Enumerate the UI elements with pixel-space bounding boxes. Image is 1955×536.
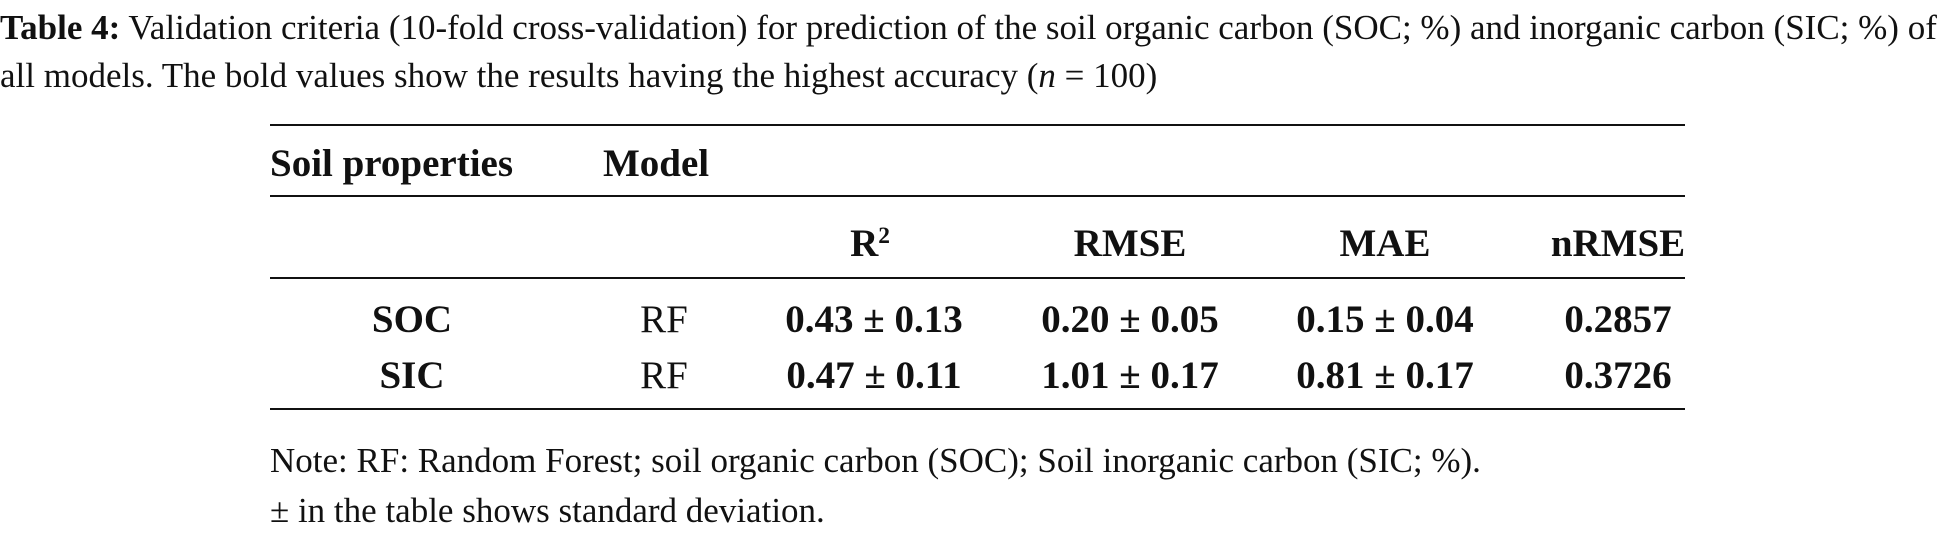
table-caption: Table 4: Validation criteria (10-fold cr… [0, 4, 1950, 100]
table-note-line-1: Note: RF: Random Forest; soil organic ca… [270, 441, 1481, 480]
row-sic-mae: 0.81 ± 0.17 [1296, 354, 1474, 397]
row-soc-r2: 0.43 ± 0.13 [785, 298, 963, 341]
row-soc-property: SOC [371, 298, 453, 341]
table-body-rule [270, 277, 1685, 279]
table-caption-label: Table 4: [0, 8, 121, 47]
row-soc-model: RF [640, 298, 688, 341]
table-caption-text: Validation criteria (10-fold cross-valid… [0, 8, 1937, 95]
row-sic-r2: 0.47 ± 0.11 [786, 354, 962, 397]
header-nrmse: nRMSE [1550, 222, 1686, 265]
table-note-line-2: ± in the table shows standard deviation. [270, 491, 825, 530]
row-soc-mae: 0.15 ± 0.04 [1296, 298, 1474, 341]
table-note: Note: RF: Random Forest; soil organic ca… [270, 436, 1481, 536]
header-mae: MAE [1339, 222, 1431, 265]
header-soil-properties: Soil properties [270, 142, 514, 185]
header-r2-base: R [850, 222, 879, 265]
table-top-rule [270, 124, 1685, 126]
header-r2: R2 [850, 220, 890, 268]
table-caption-n-symbol: n [1038, 56, 1056, 95]
row-sic-model: RF [640, 354, 688, 397]
row-soc-rmse: 0.20 ± 0.05 [1041, 298, 1219, 341]
row-sic-nrmse: 0.3726 [1564, 354, 1672, 397]
table-caption-text-end: = 100) [1055, 56, 1158, 95]
header-r2-exponent: 2 [878, 223, 890, 250]
row-sic-rmse: 1.01 ± 0.17 [1041, 354, 1219, 397]
table-header-rule [270, 195, 1685, 197]
header-model: Model [603, 142, 710, 185]
row-soc-nrmse: 0.2857 [1564, 298, 1672, 341]
table-bottom-rule [270, 408, 1685, 410]
header-rmse: RMSE [1073, 222, 1187, 265]
row-sic-property: SIC [379, 354, 445, 397]
